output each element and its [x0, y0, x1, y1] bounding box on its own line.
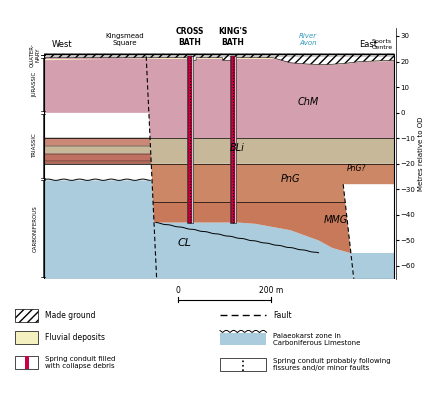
Bar [187, 57, 192, 223]
Text: Fault: Fault [273, 311, 291, 320]
Polygon shape [153, 202, 351, 253]
Polygon shape [351, 253, 394, 279]
Bar [231, 57, 235, 223]
Polygon shape [44, 54, 394, 65]
Polygon shape [44, 57, 149, 113]
Polygon shape [44, 164, 394, 202]
Polygon shape [44, 138, 394, 164]
Y-axis label: Metres relative to OD: Metres relative to OD [418, 116, 424, 191]
Text: KING'S
BATH: KING'S BATH [218, 27, 248, 47]
Text: PnG?: PnG? [347, 164, 366, 173]
Polygon shape [44, 57, 394, 65]
Polygon shape [44, 154, 151, 161]
Bar [187, 57, 192, 223]
Text: MMG: MMG [324, 215, 348, 225]
Bar [220, 358, 267, 371]
Bar [15, 356, 38, 369]
Text: BLi: BLi [230, 143, 245, 153]
Text: CROSS
BATH: CROSS BATH [176, 27, 204, 47]
Polygon shape [44, 57, 394, 138]
Text: CL: CL [178, 238, 192, 248]
Text: TRIASSIC: TRIASSIC [33, 133, 37, 158]
Bar [231, 57, 235, 223]
Text: River
Avon: River Avon [299, 33, 317, 46]
Text: PnG: PnG [281, 174, 300, 184]
Text: East: East [359, 40, 377, 49]
Bar [15, 331, 38, 343]
Text: Kingsmead
Square: Kingsmead Square [106, 33, 144, 46]
Text: ChM: ChM [297, 97, 319, 107]
Text: JURASSIC: JURASSIC [33, 72, 37, 97]
Text: Palaeokarst zone in
Carboniferous Limestone: Palaeokarst zone in Carboniferous Limest… [273, 332, 360, 345]
Text: Spring conduit probably following
fissures and/or minor faults: Spring conduit probably following fissur… [273, 358, 390, 371]
Bar [15, 309, 38, 322]
Bar [25, 356, 29, 369]
Bar [187, 57, 193, 223]
Polygon shape [44, 146, 151, 154]
Text: 0: 0 [175, 286, 180, 295]
Text: QUATER-
NARY: QUATER- NARY [29, 43, 40, 67]
Text: Made ground: Made ground [45, 311, 95, 320]
Text: West: West [51, 40, 72, 49]
Bar [220, 332, 267, 345]
Polygon shape [44, 138, 150, 146]
Polygon shape [44, 180, 354, 279]
Bar [230, 57, 236, 223]
Text: Sports
Centre: Sports Centre [371, 39, 392, 50]
Polygon shape [44, 161, 151, 164]
Text: Spring conduit filled
with collapse debris: Spring conduit filled with collapse debr… [45, 356, 115, 369]
Text: 200 m: 200 m [259, 286, 283, 295]
Text: Fluvial deposits: Fluvial deposits [45, 332, 105, 342]
Bar [44, 54, 394, 279]
Text: CARBONIFEROUS: CARBONIFEROUS [33, 206, 37, 252]
